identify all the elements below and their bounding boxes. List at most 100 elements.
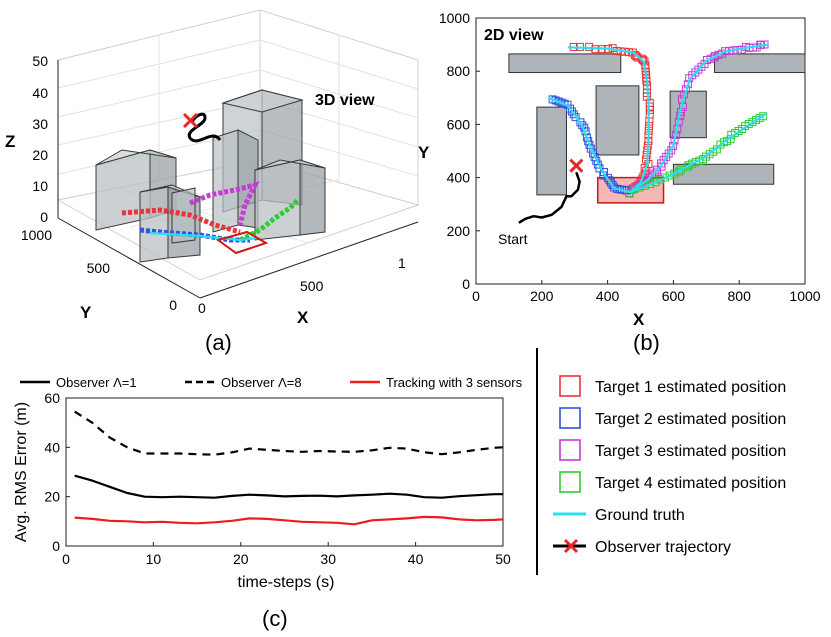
ground-truth-path-3 bbox=[629, 43, 769, 194]
ground-truth-3d bbox=[149, 231, 259, 242]
legend-label-3: Target 3 estimated position bbox=[595, 443, 786, 460]
target-3-estimate-marker bbox=[667, 146, 676, 155]
x-tick-label-c: 10 bbox=[146, 551, 162, 567]
y-tick-1000: 1000 bbox=[21, 227, 52, 243]
z-ticks: 0 10 20 30 40 50 bbox=[32, 53, 48, 225]
panel-a-title: 3D view bbox=[315, 92, 375, 109]
target-2-estimate-marker bbox=[605, 176, 614, 185]
z-tick-30: 30 bbox=[32, 116, 48, 132]
y-tick-label-c: 60 bbox=[44, 390, 60, 406]
ground-truth-path-1 bbox=[568, 46, 650, 194]
target-1-track-3d bbox=[121, 207, 241, 235]
x-tick-label-2d: 1000 bbox=[789, 288, 820, 304]
legend-marker-3 bbox=[559, 439, 581, 461]
z-tick-50: 50 bbox=[32, 53, 48, 69]
target-1-estimate-marker bbox=[630, 50, 639, 59]
legend-panel: Target 1 estimated position Target 2 esti… bbox=[553, 375, 786, 556]
y-tick-label-2d: 200 bbox=[447, 223, 471, 239]
x-tick-label-2d: 200 bbox=[530, 288, 554, 304]
x-tick-label-c: 0 bbox=[62, 551, 70, 567]
y-ticks-3d: 1000 500 0 bbox=[21, 227, 177, 313]
start-annotation: Start bbox=[498, 231, 528, 247]
legend-marker-x-b bbox=[563, 538, 579, 554]
legend-c-label-2: Observer Λ=8 bbox=[221, 375, 302, 390]
x-tick-label-c: 40 bbox=[408, 551, 424, 567]
obstacle-3d-4 bbox=[254, 159, 326, 241]
caption-b: (b) bbox=[633, 330, 660, 355]
target-4-estimate-marker bbox=[759, 112, 768, 121]
ticks-c: 0 10 20 30 40 50 0 20 40 60 bbox=[44, 390, 511, 567]
legend-c: Observer Λ=1 Observer Λ=8 Tracking with 3 … bbox=[20, 375, 523, 390]
z-tick-40: 40 bbox=[32, 85, 48, 101]
y-tick-label-2d: 400 bbox=[447, 170, 471, 186]
legend-c-label-1: Observer Λ=1 bbox=[56, 375, 137, 390]
trajectories-2d bbox=[518, 40, 769, 224]
target-4-track-3d bbox=[238, 198, 300, 243]
x-ticks-3d: 0 500 1 bbox=[198, 255, 406, 316]
y-axis-label-2d: Y bbox=[418, 143, 430, 162]
panel-b-title: 2D view bbox=[484, 27, 544, 44]
y-tick-label-2d: 1000 bbox=[439, 10, 470, 26]
y-axis-label-c: Avg. RMS Error (m) bbox=[13, 402, 30, 542]
observer-end-x-b bbox=[569, 158, 584, 173]
target-3-track-3d bbox=[189, 181, 260, 226]
obstacle-2d-3 bbox=[536, 106, 567, 196]
target-region-3d bbox=[215, 230, 269, 255]
z-axis-label: Z bbox=[5, 132, 15, 151]
target-4-estimate-marker bbox=[665, 171, 674, 180]
y-tick-label-2d: 600 bbox=[447, 116, 471, 132]
x-tick-label-c: 50 bbox=[495, 551, 511, 567]
y-tick-label-c: 20 bbox=[44, 489, 60, 505]
target-4-estimate-marker bbox=[660, 173, 669, 182]
legend-marker-4 bbox=[559, 471, 581, 493]
observer-trajectory-2d bbox=[518, 171, 581, 224]
obstacles-3d bbox=[95, 89, 326, 263]
x-tick-label-2d: 400 bbox=[596, 288, 620, 304]
target-1-estimate-marker bbox=[642, 155, 651, 164]
obstacle-2d-4 bbox=[595, 85, 640, 156]
series-lines bbox=[74, 410, 504, 526]
x-tick-label-2d: 800 bbox=[728, 288, 752, 304]
y-axis-line bbox=[57, 217, 201, 299]
target-4-estimate-marker bbox=[625, 189, 634, 198]
target-2-estimate-marker bbox=[582, 133, 591, 142]
y-tick-label-c: 40 bbox=[44, 439, 60, 455]
obstacle-3d-3 bbox=[212, 129, 259, 233]
legend-label-4: Target 4 estimated position bbox=[595, 475, 786, 492]
x-tick-label-2d: 600 bbox=[662, 288, 686, 304]
legend-label-2: Target 2 estimated position bbox=[595, 411, 786, 428]
target-2-estimate-marker bbox=[576, 118, 585, 127]
x-axis-line bbox=[199, 221, 419, 299]
target-1-estimate-marker bbox=[633, 53, 642, 62]
panel-a-3d-view: 3D view 0 10 20 30 40 50 1000 500 0 0 50… bbox=[5, 9, 420, 355]
obstacle-2d-5 bbox=[669, 90, 707, 139]
z-tick-10: 10 bbox=[32, 178, 48, 194]
y-tick-label-2d: 800 bbox=[447, 63, 471, 79]
x-tick-label-2d: 0 bbox=[472, 288, 480, 304]
target-2-estimate-marker bbox=[567, 107, 576, 116]
x-axis-label-2d: X bbox=[633, 310, 645, 329]
series-line-3 bbox=[74, 515, 504, 526]
legend-label-5: Ground truth bbox=[595, 507, 685, 524]
legend-c-label-3: Tracking with 3 sensors bbox=[386, 375, 523, 390]
plot-area-c bbox=[65, 397, 504, 547]
y-tick-label-2d: 0 bbox=[462, 276, 470, 292]
z-tick-0: 0 bbox=[40, 209, 48, 225]
obstacles-2d bbox=[508, 53, 806, 196]
caption-a: (a) bbox=[205, 330, 232, 355]
y-axis-label-3d: Y bbox=[80, 303, 92, 322]
x-axis-label-c: time-steps (s) bbox=[238, 574, 335, 591]
legend-label-6: Observer trajectory bbox=[595, 539, 731, 556]
x-tick-0: 0 bbox=[198, 300, 206, 316]
legend-marker-1 bbox=[559, 375, 581, 397]
panel-b-2d-view: 0 200 400 600 800 1000 0 200 400 600 800 1000 2D vi… bbox=[418, 10, 821, 355]
legend-marker-2 bbox=[559, 407, 581, 429]
x-tick-1: 1 bbox=[398, 255, 406, 271]
observer-end-marker-3d bbox=[182, 112, 199, 129]
target-2-estimate-marker bbox=[548, 95, 557, 104]
obstacle-2d-2 bbox=[714, 53, 806, 74]
y-tick-0: 0 bbox=[169, 297, 177, 313]
z-tick-20: 20 bbox=[32, 147, 48, 163]
